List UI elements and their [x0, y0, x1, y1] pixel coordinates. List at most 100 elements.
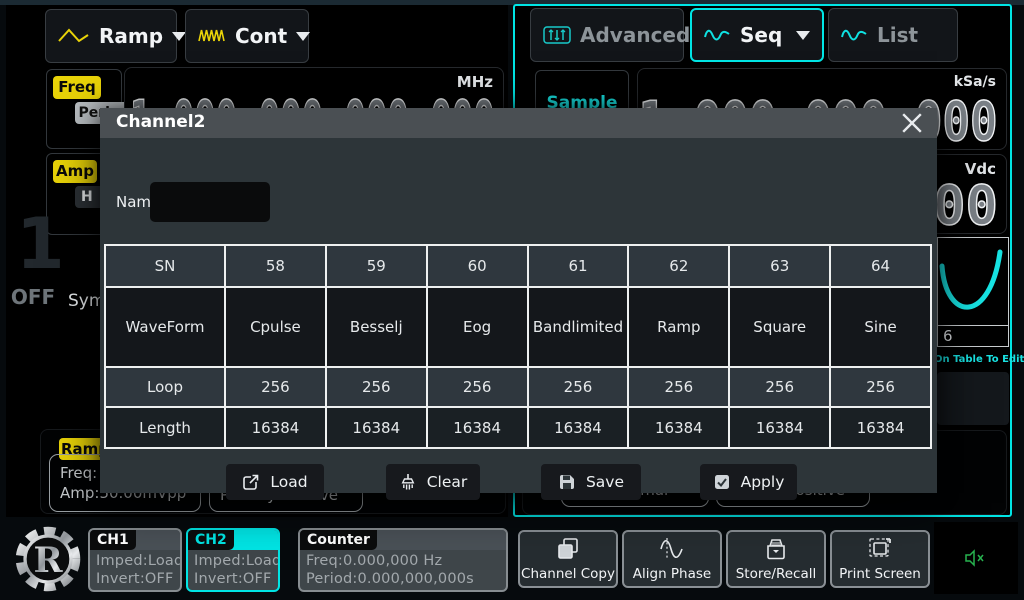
store-recall-button[interactable]: Store/Recall: [726, 530, 826, 588]
table-cell[interactable]: 16384: [831, 408, 930, 447]
amp-key[interactable]: Amp: [53, 160, 97, 183]
seq-select[interactable]: Seq: [690, 8, 824, 62]
align-phase-label: Align Phase: [632, 566, 712, 582]
freq-key[interactable]: Freq: [53, 76, 101, 99]
edit-hint-text: On Table To Edit: [934, 354, 1024, 365]
load-icon: [242, 473, 260, 491]
ch2-invert: Invert:OFF: [194, 571, 272, 587]
save-icon: [558, 473, 576, 491]
screenshot-icon: [867, 536, 893, 562]
apply-label: Apply: [740, 473, 785, 491]
phase-wave-icon: [658, 536, 686, 562]
load-button[interactable]: Load: [226, 464, 324, 500]
apply-button[interactable]: Apply: [700, 464, 797, 500]
waveform-select[interactable]: Ramp: [45, 9, 187, 63]
table-cell[interactable]: 16384: [730, 408, 830, 447]
print-screen-button[interactable]: Print Screen: [830, 530, 930, 588]
table-cell[interactable]: 16384: [427, 408, 527, 447]
chevron-down-icon: [296, 31, 311, 41]
table-cell[interactable]: 60: [427, 246, 527, 286]
ch2-impedance: Imped:Load: [194, 553, 280, 569]
table-cell[interactable]: Bandlimited: [528, 288, 628, 366]
table-cell[interactable]: Eog: [427, 288, 527, 366]
sequence-table: SN 58 59 60 61 62 63 64 WaveForm Cpulse …: [104, 244, 932, 449]
channel-copy-label: Channel Copy: [521, 566, 615, 582]
ch1-status[interactable]: CH1 Imped:Load Invert:OFF: [88, 528, 182, 592]
counter-tab-label: Counter: [300, 530, 377, 550]
save-label: Save: [585, 473, 625, 491]
table-cell[interactable]: 256: [427, 368, 527, 406]
table-cell[interactable]: Sine: [831, 288, 930, 366]
mode-select[interactable]: Cont: [185, 9, 311, 63]
store-recall-label: Store/Recall: [735, 566, 817, 582]
clear-button[interactable]: Clear: [386, 464, 480, 500]
name-label: Name: [116, 193, 161, 211]
table-cell[interactable]: 62: [629, 246, 729, 286]
table-cell[interactable]: Besselj: [326, 288, 426, 366]
copy-icon: [555, 536, 581, 562]
offset-unit: Vdc: [964, 160, 996, 178]
print-screen-label: Print Screen: [839, 566, 921, 582]
table-header-cell: Loop: [106, 368, 224, 406]
clear-label: Clear: [426, 473, 468, 491]
table-cell[interactable]: 256: [629, 368, 729, 406]
table-cell[interactable]: 59: [326, 246, 426, 286]
table-cell[interactable]: 58: [226, 246, 325, 286]
mode-select-label: Cont: [235, 24, 288, 48]
side-subpanel: [937, 372, 1009, 425]
counter-status[interactable]: Counter Freq:0.000,000 Hz Period:0.000,0…: [298, 528, 508, 592]
list-button[interactable]: List: [828, 8, 958, 62]
waveform-preview[interactable]: 6: [937, 237, 1009, 347]
table-cell[interactable]: 16384: [528, 408, 628, 447]
preview-curve-icon: [938, 238, 1008, 325]
preview-index: 6: [938, 325, 1008, 346]
table-cell[interactable]: 256: [326, 368, 426, 406]
screen-top-edge: [0, 0, 1024, 5]
ch2-status[interactable]: CH2 Imped:Load Invert:OFF: [186, 528, 280, 592]
advanced-button[interactable]: Advanced: [530, 8, 690, 62]
ch1-impedance: Imped:Load: [96, 553, 182, 569]
channel-state-badge: OFF: [10, 285, 56, 309]
name-input[interactable]: [150, 182, 270, 222]
table-cell[interactable]: 256: [226, 368, 325, 406]
channel2-dialog: Channel2 Name SN 58 59 60 61 62 63 64 Wa…: [100, 108, 937, 500]
table-cell[interactable]: Square: [730, 288, 830, 366]
table-cell[interactable]: 256: [831, 368, 930, 406]
table-cell[interactable]: 61: [528, 246, 628, 286]
table-cell[interactable]: 256: [528, 368, 628, 406]
table-cell[interactable]: Ramp: [629, 288, 729, 366]
ch1-tab-strip: CH1: [90, 530, 180, 550]
table-header-cell: Length: [106, 408, 224, 447]
seq-wave-icon: [704, 26, 731, 44]
advanced-label: Advanced: [580, 23, 691, 47]
save-button[interactable]: Save: [541, 464, 641, 500]
table-cell[interactable]: 16384: [629, 408, 729, 447]
table-cell[interactable]: 16384: [326, 408, 426, 447]
ch2-tab-strip: CH2: [188, 530, 278, 550]
summary-freq-line: Freq:: [60, 464, 98, 482]
channel-copy-button[interactable]: Channel Copy: [518, 530, 618, 588]
chevron-down-icon: [172, 31, 187, 41]
table-cell[interactable]: 16384: [226, 408, 325, 447]
mute-speaker-icon: [965, 549, 987, 567]
table-cell[interactable]: 63: [730, 246, 830, 286]
list-label: List: [877, 23, 919, 47]
table-cell[interactable]: Cpulse: [226, 288, 325, 366]
close-icon[interactable]: [901, 112, 925, 134]
buzzer-zone[interactable]: [934, 522, 1018, 594]
seq-label: Seq: [740, 23, 783, 47]
sample-rate-unit: kSa/s: [953, 74, 996, 90]
table-header-cell: WaveForm: [106, 288, 224, 366]
frequency-unit: MHz: [456, 73, 493, 91]
table-cell[interactable]: 64: [831, 246, 930, 286]
table-cell[interactable]: 256: [730, 368, 830, 406]
counter-freq: Freq:0.000,000 Hz: [306, 553, 443, 569]
dialog-body: Name SN 58 59 60 61 62 63 64 WaveForm Cp…: [100, 138, 937, 500]
align-phase-button[interactable]: Align Phase: [622, 530, 722, 588]
load-label: Load: [270, 473, 308, 491]
list-wave-icon: [841, 26, 868, 44]
channel-number: 1: [16, 203, 65, 285]
continuous-wave-icon: [198, 26, 226, 46]
broom-icon: [399, 473, 417, 491]
